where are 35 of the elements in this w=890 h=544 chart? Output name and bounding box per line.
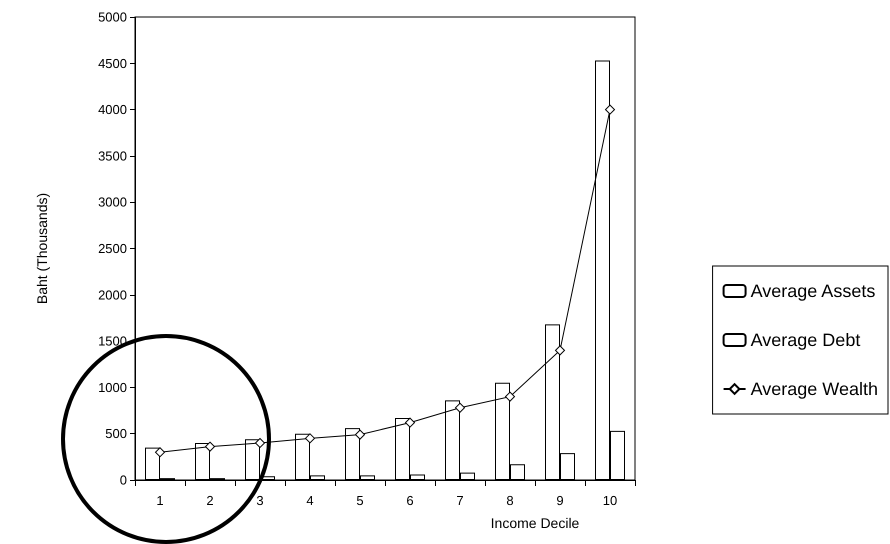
x-tick-label: 4	[306, 493, 314, 508]
point	[605, 104, 615, 115]
point	[505, 392, 515, 402]
x-tick-label: 7	[456, 493, 464, 508]
y-tick-label: 3500	[98, 148, 127, 164]
y-tick-label: 1000	[98, 380, 127, 395]
x-tick-label: 2	[206, 493, 214, 508]
y-tick-label: 3000	[98, 194, 127, 210]
y-tick-label: 4000	[98, 102, 127, 118]
x-tick-label: 9	[556, 493, 564, 508]
point	[355, 430, 365, 440]
x-tick-label: 1	[156, 493, 164, 508]
x-tick-label: 5	[356, 493, 364, 508]
y-tick-label: 2000	[98, 287, 127, 302]
legend-label: Average Assets	[750, 281, 876, 301]
point	[405, 418, 415, 428]
legend-label: Average Wealth	[750, 379, 878, 399]
x-tick-label: 6	[406, 493, 414, 508]
point	[255, 438, 265, 448]
y-tick-label: 5000	[98, 10, 127, 24]
legend-label: Average Debt	[750, 330, 860, 350]
x-tick-label: 8	[506, 493, 514, 508]
point	[205, 442, 215, 452]
point	[455, 402, 465, 413]
y-tick-label: 4500	[98, 56, 127, 71]
point	[305, 433, 315, 444]
y-tick-label: 0	[120, 472, 127, 488]
y-axis-title: Baht (Thousands)	[34, 192, 50, 304]
point	[155, 447, 165, 458]
y-tick-label: 500	[105, 426, 127, 442]
y-tick-label: 2500	[98, 241, 127, 256]
point	[555, 345, 565, 356]
x-tick-label: 10	[602, 493, 618, 508]
x-axis-title: Income Decile	[490, 515, 580, 531]
x-tick-label: 3	[256, 493, 264, 508]
